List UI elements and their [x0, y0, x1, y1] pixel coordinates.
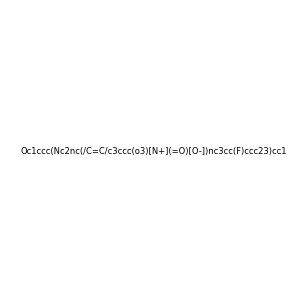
Text: Oc1ccc(Nc2nc(/C=C/c3ccc(o3)[N+](=O)[O-])nc3cc(F)ccc23)cc1: Oc1ccc(Nc2nc(/C=C/c3ccc(o3)[N+](=O)[O-])… [20, 147, 287, 156]
